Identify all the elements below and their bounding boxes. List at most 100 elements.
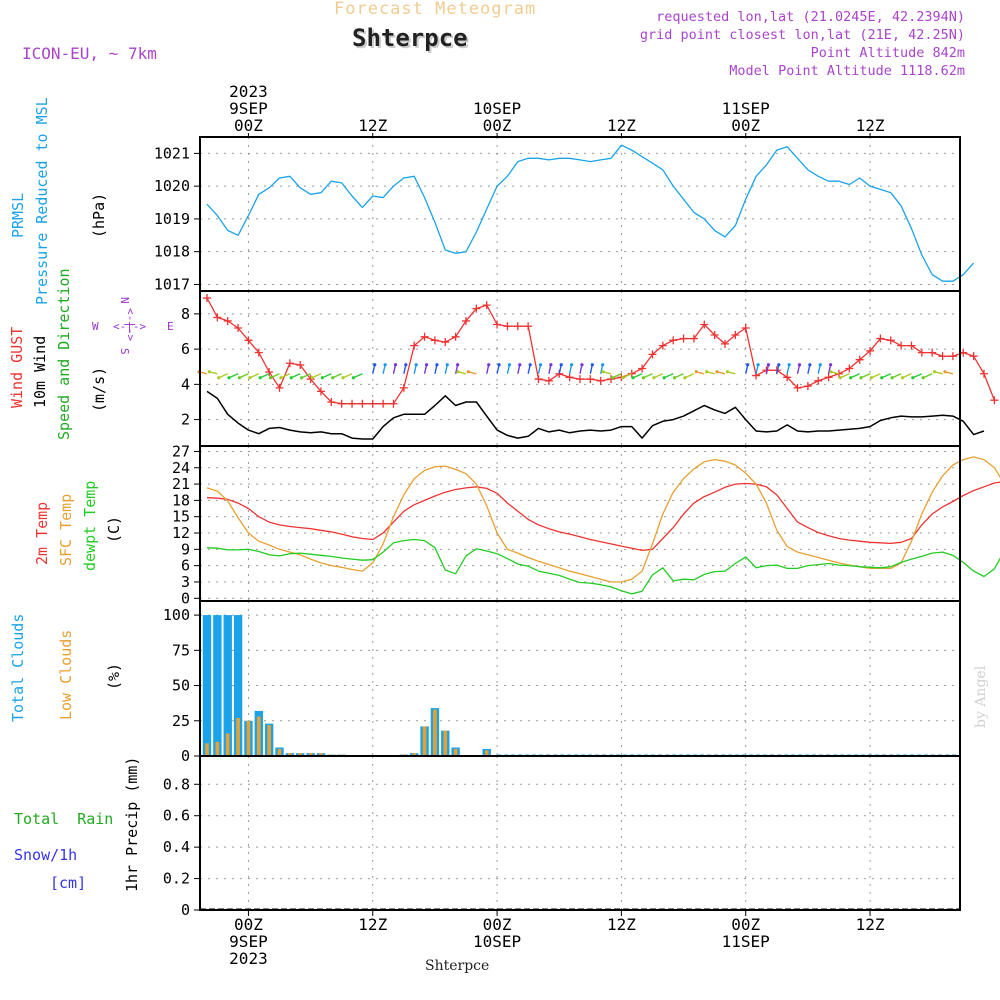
gust-marker — [814, 376, 823, 385]
wind-direction-arrow-head — [641, 376, 646, 380]
gust-marker — [586, 375, 595, 384]
wind-direction-arrow — [322, 373, 332, 379]
wind-10m-label: 10m Wind — [31, 335, 49, 408]
wind-direction-arrow-head — [921, 376, 925, 380]
gust-marker — [420, 332, 429, 341]
gust-marker — [285, 359, 294, 368]
panel-frame-precip — [199, 755, 961, 911]
gust-marker — [658, 341, 667, 350]
wind-gust-label: Wind GUST — [8, 326, 26, 408]
bottom-time-label: 00Z — [731, 915, 760, 934]
gust-marker — [524, 322, 533, 331]
wind-direction-arrow-head — [466, 370, 470, 374]
total-clouds-bar — [233, 615, 243, 756]
wind-direction-arrow-head — [797, 363, 802, 367]
wind-direction-arrow — [332, 373, 342, 379]
bottom-time-label: 12Z — [607, 915, 636, 934]
low-clouds-bar — [412, 753, 416, 756]
gust-marker — [575, 375, 584, 384]
gust-marker — [793, 383, 802, 392]
wind-direction-arrow — [301, 373, 311, 379]
wind-direction-arrow-head — [672, 376, 677, 380]
bottom-time-label: 00Z — [483, 915, 512, 934]
wind-direction-arrow-head — [351, 376, 355, 380]
wind-direction-arrow-head — [528, 363, 532, 367]
model-label: ICON-EU, ~ 7km — [22, 44, 157, 63]
gust-marker — [389, 399, 398, 408]
clouds-unit: (%) — [105, 662, 123, 690]
wind-direction-arrow — [902, 373, 912, 379]
wind-direction-arrow — [663, 373, 674, 379]
gust-marker — [316, 387, 325, 396]
wind-direction-arrow-head — [818, 363, 822, 367]
total-clouds-bar — [202, 615, 212, 756]
wind-direction-arrow-head — [601, 363, 605, 367]
wind-direction-arrow — [881, 373, 892, 379]
gust-marker — [803, 382, 812, 391]
gust-marker — [669, 336, 678, 345]
low-clouds-bar — [205, 743, 209, 756]
y-tick-label: 3 — [181, 573, 190, 591]
wind-direction-arrow-head — [621, 376, 625, 380]
gust-marker — [203, 294, 211, 303]
wind-unit: (m/s) — [90, 366, 108, 412]
wind-direction-arrow-head — [217, 376, 221, 380]
y-tick-label: 0 — [181, 901, 190, 919]
low-clouds-bar — [433, 709, 437, 756]
bottom-time-label: 12Z — [856, 915, 885, 934]
snow-unit-label: [cm] — [50, 874, 87, 892]
t2m-label: 2m Temp — [33, 501, 51, 565]
dewpt-series — [206, 538, 1000, 595]
wind-dir-label: Speed and Direction — [55, 268, 73, 440]
requested-coords: requested lon,lat (21.0245E, 42.2394N) — [656, 9, 965, 25]
y-tick-label: 25 — [172, 712, 190, 730]
wind-direction-arrow-head — [890, 376, 894, 380]
y-tick-label: 2 — [181, 411, 190, 429]
wind-direction-arrow-head — [590, 363, 594, 367]
wind-direction-arrow-head — [435, 363, 439, 367]
gust-marker — [638, 364, 647, 373]
wind-direction-arrow-head — [610, 376, 615, 380]
gust-marker — [306, 375, 315, 384]
wind-direction-arrow-head — [258, 376, 262, 380]
wind-direction-arrow — [871, 373, 881, 379]
wind-direction-arrow-head — [445, 363, 449, 367]
y-tick-label: 4 — [181, 375, 190, 393]
wind-direction-arrow-head — [943, 370, 947, 374]
wind-direction-arrow — [239, 373, 249, 379]
y-tick-label: 8 — [181, 305, 190, 323]
wind-direction-arrow-head — [268, 376, 273, 380]
top-time-label: 9SEP — [229, 99, 268, 118]
top-time-label: 11SEP — [722, 99, 770, 118]
wind-direction-arrow-head — [662, 376, 666, 380]
y-tick-label: 1018 — [154, 243, 190, 261]
gust-marker — [783, 373, 792, 382]
gust-marker — [938, 352, 947, 361]
wind-direction-arrow-head — [683, 376, 687, 380]
wind-direction-arrow-head — [559, 363, 563, 367]
y-tick-label: 0.6 — [163, 807, 190, 825]
wind-direction-arrow-head — [320, 376, 324, 380]
total-rain-label: Total Rain — [14, 810, 114, 828]
wind-direction-arrow-head — [310, 376, 314, 380]
grid-point-coords: grid point closest lon,lat (21E, 42.25N) — [639, 27, 965, 43]
wind-direction-arrow-head — [393, 363, 398, 367]
wind-direction-arrow — [311, 373, 322, 379]
wind-direction-arrow-head — [900, 376, 905, 380]
gust-marker — [607, 375, 616, 384]
wind-direction-arrow-head — [725, 370, 729, 374]
total-clouds-bar — [223, 615, 232, 756]
wind-direction-arrow — [922, 373, 933, 379]
y-tick-label: 15 — [172, 508, 190, 526]
credit-label: by Angel — [973, 665, 989, 728]
gust-marker — [990, 396, 999, 405]
y-tick-label: 75 — [172, 641, 190, 659]
wind-direction-arrow-head — [507, 363, 512, 367]
wind-direction-arrow-head — [518, 363, 522, 367]
wind-direction-arrow-head — [746, 363, 750, 367]
prmsl-label: PRMSL — [9, 192, 27, 238]
snow-label: Snow/1h — [14, 846, 78, 864]
wind-direction-arrow — [912, 373, 923, 379]
bottom-time-label: 10SEP — [473, 932, 521, 951]
y-tick-label: 0.8 — [163, 775, 190, 793]
